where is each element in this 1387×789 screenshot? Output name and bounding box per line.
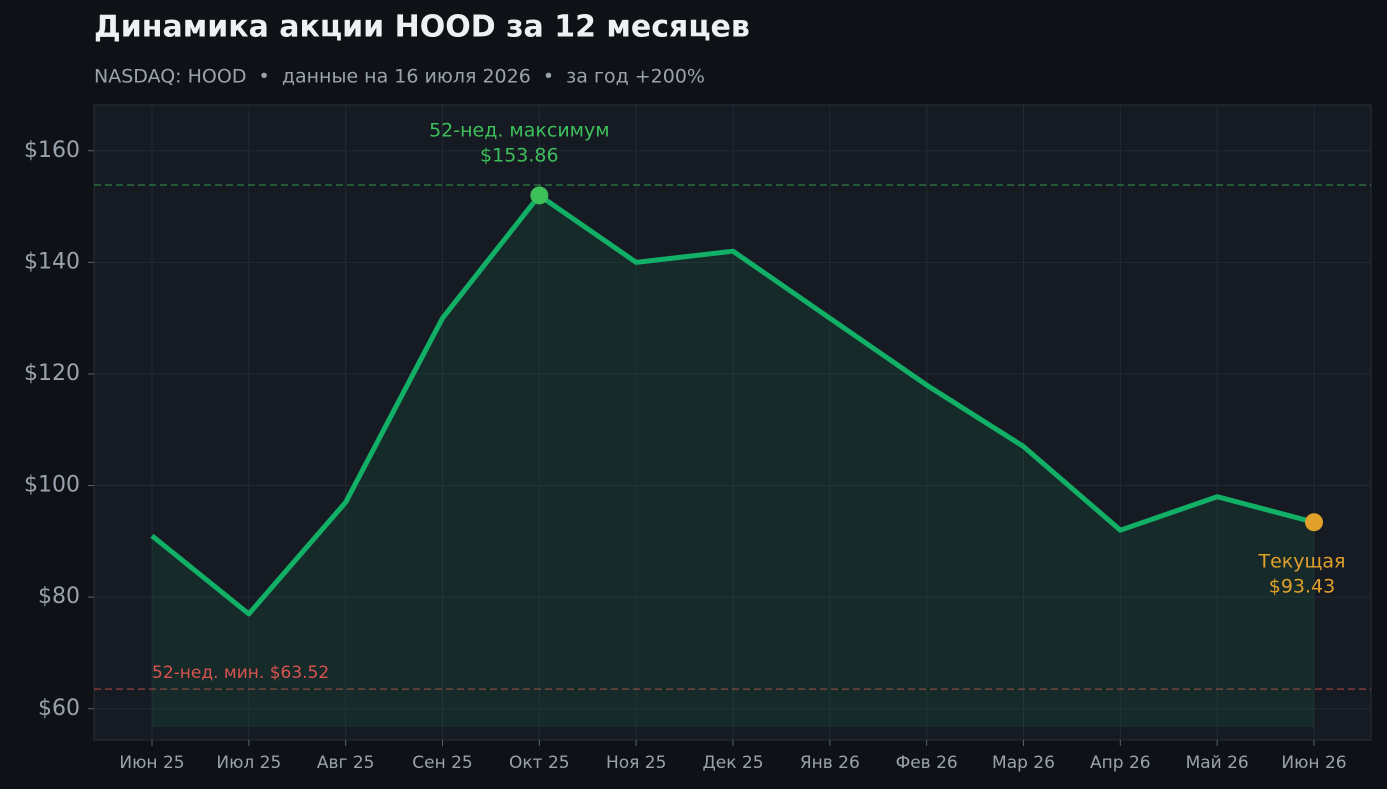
y-tick-label: $80 — [38, 584, 80, 609]
y-tick-label: $60 — [38, 696, 80, 721]
x-tick-label: Авг 25 — [317, 753, 375, 773]
x-tick-label: Фев 26 — [896, 753, 958, 773]
x-tick-label: Апр 26 — [1090, 753, 1151, 773]
chart-title: Динамика акции HOOD за 12 месяцев — [94, 10, 750, 45]
x-tick-label: Июл 25 — [216, 753, 281, 773]
chart-subtitle: NASDAQ: HOOD • данные на 16 июля 2026 • … — [94, 66, 705, 88]
x-tick-label: Окт 25 — [509, 753, 570, 773]
current-value-label: $93.43 — [1269, 576, 1335, 598]
area — [152, 195, 1314, 727]
y-tick-label: $100 — [24, 473, 80, 498]
line — [150, 192, 1315, 617]
high-label: 52-нед. максимум — [429, 120, 610, 142]
x-tick-label: Мар 26 — [992, 753, 1055, 773]
x-tick-label: Сен 25 — [412, 753, 472, 773]
current-point — [1305, 513, 1323, 532]
high-value-label: $153.86 — [480, 145, 559, 167]
y-tick-label: $160 — [24, 138, 80, 163]
low-label: 52-нед. мин. $63.52 — [152, 663, 329, 683]
y-tick-label: $120 — [24, 361, 80, 386]
x-tick-label: Янв 26 — [800, 753, 860, 773]
x-tick-label: Июн 25 — [119, 753, 184, 773]
high-point — [530, 186, 549, 205]
x-tick-label: Май 26 — [1186, 753, 1249, 773]
x-tick-label: Июн 26 — [1281, 753, 1346, 773]
current-label: Текущая — [1258, 551, 1346, 573]
x-tick-label: Ноя 25 — [606, 753, 666, 773]
x-tick-label: Дек 25 — [702, 753, 763, 773]
y-tick-label: $140 — [24, 249, 80, 274]
